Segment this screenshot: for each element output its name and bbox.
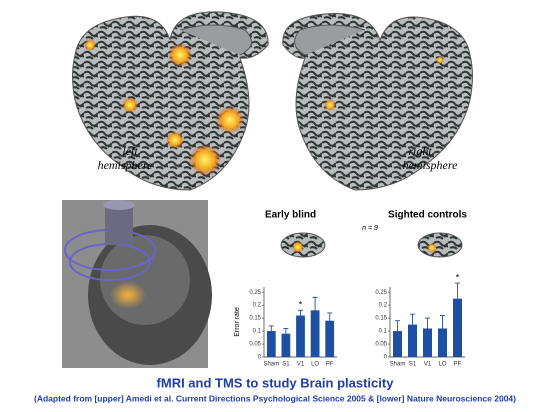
error-bar xyxy=(268,325,274,332)
y-axis-label: Error rate xyxy=(234,307,241,337)
bar xyxy=(281,333,291,357)
error-bar xyxy=(298,309,303,316)
bar xyxy=(325,320,335,357)
bar xyxy=(310,310,320,357)
error-bar xyxy=(283,328,289,334)
y-tick-label: 0.2 xyxy=(253,303,262,309)
bar xyxy=(408,324,417,357)
chart-title: Early blind xyxy=(265,210,316,221)
error-bar xyxy=(327,312,333,321)
brain-icon xyxy=(280,232,463,258)
y-tick-label: 0.15 xyxy=(375,316,387,322)
y-tick-label: 0.1 xyxy=(253,329,262,335)
annotation: * xyxy=(299,300,303,310)
x-tick-label: S1 xyxy=(282,362,290,368)
error-bar xyxy=(312,296,318,311)
y-tick-label: 0.15 xyxy=(249,316,261,322)
left-brain xyxy=(72,11,269,191)
bar xyxy=(453,298,462,357)
bar xyxy=(296,315,305,357)
x-tick-label: Sham xyxy=(263,362,279,368)
hemisphere-label: left xyxy=(122,144,138,158)
annotation: * xyxy=(456,272,460,282)
hemisphere-label: hemisphere xyxy=(98,158,154,172)
y-tick-label: 0.05 xyxy=(375,342,387,348)
y-tick-label: 0.05 xyxy=(249,342,261,348)
y-tick-label: 0 xyxy=(258,355,262,361)
x-tick-label: S1 xyxy=(409,362,417,368)
x-tick-label: PF xyxy=(454,362,462,368)
error-bar xyxy=(410,313,415,325)
x-tick-label: Sham xyxy=(390,362,406,368)
note: n = 9 xyxy=(362,225,378,232)
y-tick-label: 0.25 xyxy=(375,290,387,296)
caption-source: (Adapted from [upper] Amedi et al. Curre… xyxy=(34,393,516,403)
bar xyxy=(438,328,447,357)
x-tick-label: PF xyxy=(326,362,334,368)
error-bar xyxy=(440,315,445,329)
error-bar xyxy=(455,282,460,299)
tms-image xyxy=(62,200,212,368)
y-tick-label: 0.25 xyxy=(249,290,261,296)
y-tick-label: 0.2 xyxy=(379,303,388,309)
error-bar xyxy=(395,320,400,332)
bar xyxy=(393,331,402,357)
hemisphere-label: right xyxy=(408,144,432,158)
hemisphere-label: hemisphere xyxy=(403,158,459,172)
x-tick-label: V1 xyxy=(424,362,432,368)
y-tick-label: 0 xyxy=(384,355,388,361)
right-brain xyxy=(282,13,473,191)
x-tick-label: LO xyxy=(311,362,319,368)
bar xyxy=(266,331,276,357)
bar xyxy=(423,328,432,357)
y-tick-label: 0.1 xyxy=(379,329,388,335)
caption-title: fMRI and TMS to study Brain plasticity xyxy=(157,375,395,390)
x-tick-label: V1 xyxy=(297,362,305,368)
error-bar xyxy=(425,317,430,329)
x-tick-label: LO xyxy=(438,362,446,368)
chart-title: Sighted controls xyxy=(388,210,467,221)
